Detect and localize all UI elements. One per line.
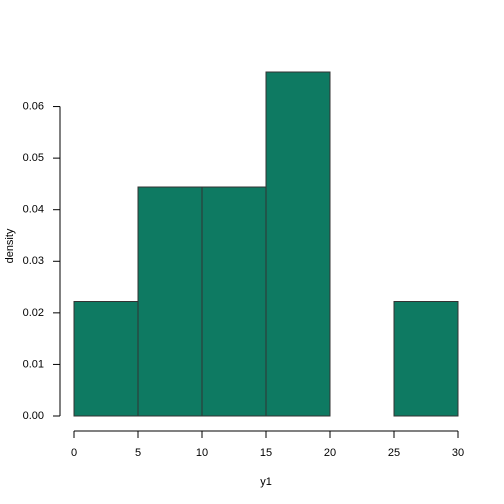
y-axis-label: density <box>4 228 16 263</box>
y-tick-label: 0.01 <box>23 358 44 370</box>
bar <box>137 186 203 417</box>
y-tick-label: 0.03 <box>23 255 44 267</box>
y-tick-label: 0.05 <box>23 152 44 164</box>
bar <box>265 71 331 417</box>
x-tick-label: 15 <box>260 447 272 459</box>
x-tick-label: 0 <box>71 447 77 459</box>
y-tick-label: 0.04 <box>23 204 44 216</box>
y-tick-label: 0.00 <box>23 410 44 422</box>
y-tick-label: 0.02 <box>23 307 44 319</box>
bar <box>201 186 267 417</box>
x-axis-label: y1 <box>260 476 272 488</box>
x-tick-label: 30 <box>452 447 464 459</box>
bar <box>393 301 459 417</box>
bar <box>73 301 139 417</box>
x-tick-label: 20 <box>324 447 336 459</box>
x-tick-label: 25 <box>388 447 400 459</box>
x-tick-label: 10 <box>196 447 208 459</box>
y-tick-label: 0.06 <box>23 100 44 112</box>
x-tick-label: 5 <box>135 447 141 459</box>
